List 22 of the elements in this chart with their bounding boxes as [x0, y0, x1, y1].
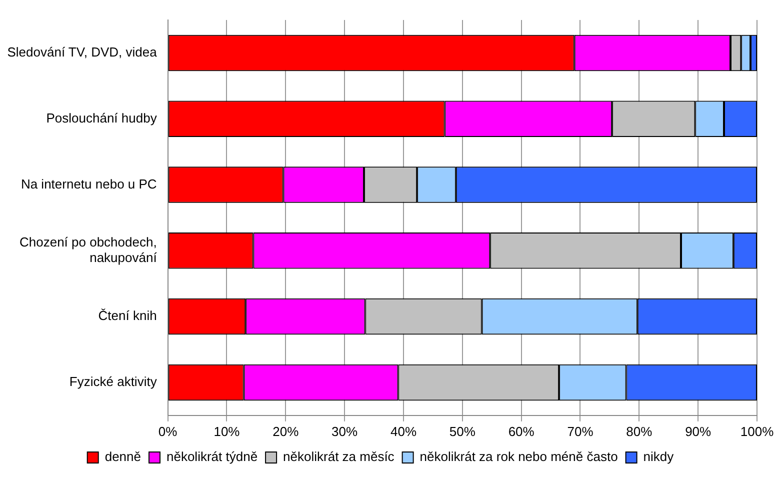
legend-label: nikdy — [643, 449, 674, 464]
x-tick-label: 20% — [272, 424, 300, 439]
x-tick-label: 100% — [740, 424, 774, 439]
x-tick-label: 80% — [626, 424, 653, 439]
y-tick-label: Fyzické aktivity — [69, 374, 158, 390]
legend-label: několikrát za rok nebo méně často — [420, 449, 618, 464]
x-tick-label: 70% — [567, 424, 594, 439]
x-tick-label: 30% — [332, 424, 358, 439]
x-tick-label: 60% — [508, 424, 535, 439]
x-tick-label: 40% — [390, 424, 417, 439]
x-tick-label: 10% — [214, 424, 240, 439]
legend-label: denně — [104, 449, 142, 464]
legend-label: několikrát týdně — [166, 449, 258, 464]
x-tick-label: 50% — [449, 424, 476, 439]
y-tick-label: Čtení knih — [98, 308, 157, 324]
y-tick-label: Na internetu nebo u PC — [20, 176, 157, 192]
y-tick-label: Poslouchání hudby — [46, 110, 158, 126]
y-tick-label: Chození po obchodech, nakupování — [19, 234, 158, 266]
legend-label: několikrát za měsíc — [283, 449, 395, 464]
x-tick-label: 0% — [158, 424, 178, 439]
x-tick-label: 90% — [685, 424, 712, 439]
y-tick-label: Sledování TV, DVD, videa — [7, 44, 158, 60]
